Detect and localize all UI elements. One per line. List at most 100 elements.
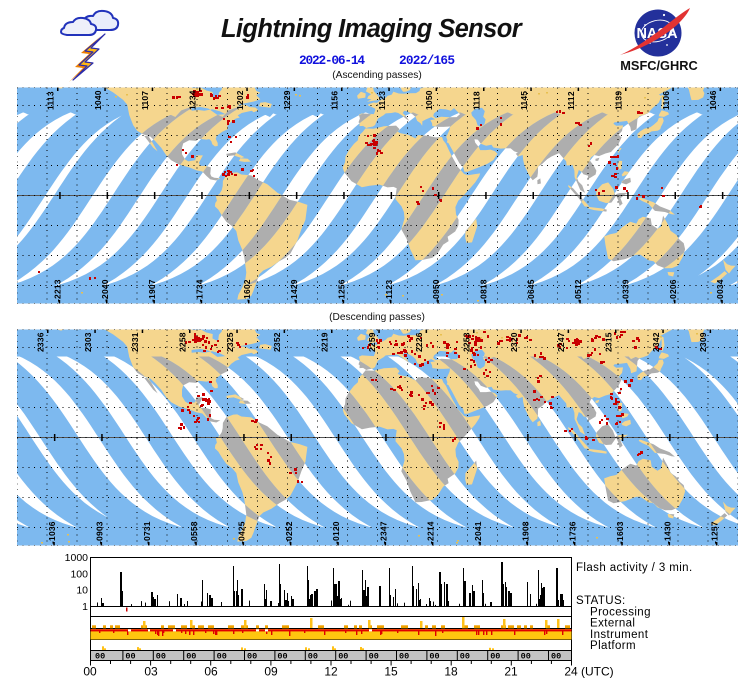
svg-text:2342: 2342 [651,332,661,352]
svg-text:-2213: -2213 [53,279,63,302]
svg-text:00: 00 [460,651,470,661]
svg-text:00: 00 [399,651,409,661]
svg-text:-0034: -0034 [715,279,725,302]
svg-text:(Descending passes): (Descending passes) [329,312,425,323]
svg-text:-1429: -1429 [289,279,299,302]
svg-text:Processing: Processing [590,607,651,619]
svg-text:-2040: -2040 [100,279,110,302]
svg-text:18: 18 [444,665,458,679]
svg-text:12: 12 [324,665,338,679]
svg-text:2352: 2352 [272,332,282,352]
svg-text:00: 00 [125,651,135,661]
svg-text:21: 21 [504,665,518,679]
svg-text:-1908: -1908 [520,521,530,544]
svg-text:-1603: -1603 [615,521,625,544]
svg-text:00: 00 [217,651,227,661]
svg-text:-0731: -0731 [142,521,152,544]
svg-text:00: 00 [521,651,531,661]
svg-text:00: 00 [369,651,379,661]
svg-text:-0903: -0903 [94,521,104,544]
svg-text:1139: 1139 [614,91,624,110]
svg-text:-0120: -0120 [331,521,341,544]
svg-text:-0252: -0252 [284,521,294,544]
svg-text:-2214: -2214 [426,521,436,544]
svg-text:2336: 2336 [36,332,46,352]
svg-text:2226: 2226 [414,332,424,352]
svg-text:2258: 2258 [178,332,188,352]
svg-text:1118: 1118 [472,91,482,110]
svg-text:2309: 2309 [698,332,708,352]
svg-text:1106: 1106 [661,91,671,110]
svg-text:1156: 1156 [330,91,340,110]
svg-text:-1257: -1257 [710,521,720,544]
svg-text:2315: 2315 [604,332,614,352]
svg-text:(Ascending passes): (Ascending passes) [332,70,421,81]
svg-text:2331: 2331 [130,332,140,352]
svg-text:-1736: -1736 [568,521,578,544]
svg-text:00: 00 [551,651,561,661]
svg-text:1202: 1202 [235,90,245,110]
svg-text:24: 24 [564,665,578,679]
svg-text:1112: 1112 [566,91,576,110]
svg-text:2325: 2325 [225,332,235,352]
svg-text:-0425: -0425 [236,521,246,544]
svg-text:-0950: -0950 [431,279,441,302]
svg-text:-2041: -2041 [473,521,483,544]
svg-text:2320: 2320 [509,332,519,352]
svg-text:2022-06-14: 2022-06-14 [299,53,365,68]
svg-text:1107: 1107 [140,91,150,110]
svg-text:2219: 2219 [320,332,330,352]
svg-text:00: 00 [156,651,166,661]
svg-text:-1256: -1256 [337,279,347,302]
svg-text:09: 09 [264,665,278,679]
svg-text:00: 00 [429,651,439,661]
svg-text:100: 100 [70,568,88,580]
svg-text:00: 00 [186,651,196,661]
svg-text:06: 06 [204,665,218,679]
svg-text:-1123: -1123 [384,280,394,302]
svg-text:Flash activity / 3 min.: Flash activity / 3 min. [576,562,693,574]
svg-text:1000: 1000 [65,552,89,564]
svg-text:Lightning Imaging Sensor: Lightning Imaging Sensor [221,15,524,43]
svg-text:1046: 1046 [708,90,718,110]
svg-text:10: 10 [76,585,88,597]
svg-text:-0512: -0512 [573,279,583,302]
svg-text:00: 00 [308,651,318,661]
svg-text:1: 1 [82,601,88,613]
svg-text:-0206: -0206 [668,279,678,302]
svg-text:(UTC): (UTC) [581,665,614,679]
svg-text:-0339: -0339 [621,279,631,302]
svg-text:1050: 1050 [424,90,434,110]
svg-text:Platform: Platform [590,640,636,652]
svg-text:00: 00 [83,665,97,679]
svg-text:2253: 2253 [462,332,472,352]
svg-text:2303: 2303 [83,332,93,352]
svg-text:1145: 1145 [519,91,529,110]
svg-text:Instrument: Instrument [590,629,649,641]
svg-text:MSFC/GHRC: MSFC/GHRC [620,58,698,73]
svg-text:2259: 2259 [367,332,377,352]
svg-text:2247: 2247 [556,332,566,352]
svg-text:-0818: -0818 [479,279,489,302]
svg-text:00: 00 [490,651,500,661]
svg-text:-0645: -0645 [526,279,536,302]
svg-text:STATUS:: STATUS: [576,595,626,607]
svg-text:-0558: -0558 [189,521,199,544]
svg-text:-1907: -1907 [147,279,157,302]
svg-text:00: 00 [338,651,348,661]
svg-text:1229: 1229 [282,90,292,110]
svg-text:External: External [590,618,635,630]
svg-text:-1430: -1430 [662,521,672,544]
svg-text:1040: 1040 [93,90,103,110]
svg-text:-1036: -1036 [47,521,57,544]
svg-text:2022/165: 2022/165 [399,53,455,68]
svg-text:1234: 1234 [188,90,198,110]
svg-text:00: 00 [95,651,105,661]
svg-text:00: 00 [247,651,257,661]
svg-text:1113: 1113 [46,91,56,110]
svg-text:03: 03 [144,665,158,679]
svg-text:-1602: -1602 [242,279,252,302]
svg-text:00: 00 [277,651,287,661]
svg-text:1123: 1123 [377,91,387,110]
svg-text:-1734: -1734 [195,279,205,302]
